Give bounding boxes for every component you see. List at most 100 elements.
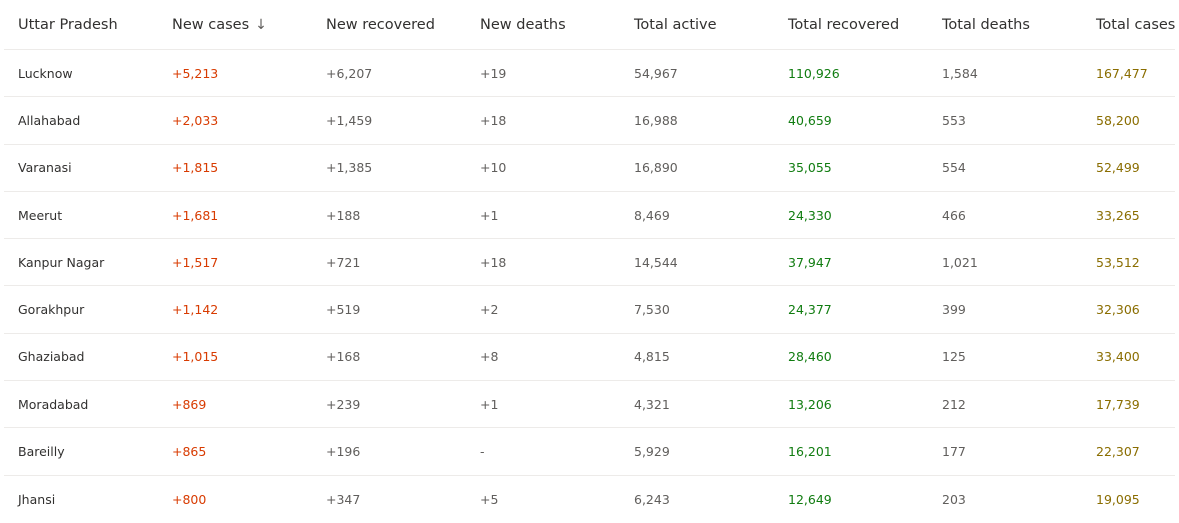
cell-district: Bareilly [18,444,65,460]
cell-total-recovered: 13,206 [788,396,832,412]
cell-new-recovered: +168 [326,349,361,365]
cell-total-recovered: 28,460 [788,349,832,365]
cell-total-recovered: 110,926 [788,65,840,81]
table-row[interactable]: Moradabad +869 +239 +1 4,321 13,206 212 17,739 [4,381,1175,429]
cell-new-deaths: +2 [480,302,499,318]
cell-new-recovered: +519 [326,302,361,318]
cell-new-cases: +865 [172,444,207,460]
table-row[interactable]: Bareilly +865 +196 - 5,929 16,201 177 22,307 [4,428,1175,476]
table-row[interactable]: Gorakhpur +1,142 +519 +2 7,530 24,377 399 32,30… [4,286,1175,334]
cell-new-recovered: +188 [326,207,361,223]
cell-new-deaths: +1 [480,207,499,223]
cell-total-cases: 167,477 [1096,65,1148,81]
cell-new-deaths: +10 [480,160,507,176]
table-row[interactable]: Allahabad +2,033 +1,459 +18 16,988 40,659 553 5… [4,97,1175,145]
cell-district: Kanpur Nagar [18,254,105,270]
cell-total-recovered: 40,659 [788,112,832,128]
cell-total-deaths: 554 [942,160,966,176]
cell-total-cases: 53,512 [1096,254,1140,270]
cell-new-recovered: +6,207 [326,65,373,81]
cell-new-cases: +869 [172,396,207,412]
cell-total-active: 14,544 [634,254,678,270]
cell-total-active: 16,988 [634,112,678,128]
table-row[interactable]: Jhansi +800 +347 +5 6,243 12,649 203 19,095 [4,476,1175,523]
cell-district: Ghaziabad [18,349,85,365]
cell-new-cases: +1,815 [172,160,219,176]
cell-new-recovered: +1,459 [326,112,373,128]
column-header-new-deaths[interactable]: New deaths [480,16,566,33]
cell-total-cases: 22,307 [1096,444,1140,460]
cell-total-recovered: 16,201 [788,444,832,460]
cell-total-active: 4,815 [634,349,670,365]
cell-total-active: 4,321 [634,396,670,412]
cell-total-cases: 17,739 [1096,396,1140,412]
cell-district: Moradabad [18,396,89,412]
cell-new-cases: +2,033 [172,112,219,128]
table-row[interactable]: Lucknow +5,213 +6,207 +19 54,967 110,926 1,584… [4,50,1175,98]
column-header-new-cases[interactable]: New cases ↓ [172,0,267,49]
cell-district: Varanasi [18,160,72,176]
cell-total-deaths: 553 [942,112,966,128]
table-row[interactable]: Varanasi +1,815 +1,385 +10 16,890 35,055 554 52… [4,145,1175,192]
table-body: Lucknow +5,213 +6,207 +19 54,967 110,926 1,584… [0,50,1179,523]
cell-new-recovered: +239 [326,396,361,412]
cell-district: Jhansi [18,491,56,507]
cell-total-active: 6,243 [634,491,670,507]
cell-total-cases: 32,306 [1096,302,1140,318]
column-header-label: New cases [172,16,250,33]
cell-district: Allahabad [18,112,81,128]
cell-new-cases: +1,015 [172,349,219,365]
cell-total-deaths: 203 [942,491,966,507]
cell-new-recovered: +1,385 [326,160,373,176]
table-row[interactable]: Ghaziabad +1,015 +168 +8 4,815 28,460 125 33,40… [4,334,1175,382]
column-header-total-active[interactable]: Total active [634,16,717,33]
cell-total-cases: 19,095 [1096,491,1140,507]
column-header-total-recovered[interactable]: Total recovered [788,16,900,33]
cell-total-recovered: 24,330 [788,207,832,223]
table-row[interactable]: Meerut +1,681 +188 +1 8,469 24,330 466 33,265 [4,192,1175,240]
cell-total-deaths: 1,021 [942,254,978,270]
cell-total-active: 7,530 [634,302,670,318]
cell-total-active: 16,890 [634,160,678,176]
cell-total-cases: 33,265 [1096,207,1140,223]
column-header-new-recovered[interactable]: New recovered [326,16,435,33]
cell-new-deaths: +19 [480,65,507,81]
column-header-total-deaths[interactable]: Total deaths [942,16,1030,33]
arrow-down-icon[interactable]: ↓ [255,16,267,33]
cell-district: Gorakhpur [18,302,85,318]
cell-total-deaths: 177 [942,444,966,460]
cell-new-deaths: +5 [480,491,499,507]
cell-new-deaths: +18 [480,254,507,270]
cell-new-deaths: +18 [480,112,507,128]
cell-new-cases: +1,142 [172,302,219,318]
cell-total-deaths: 212 [942,396,966,412]
table-row[interactable]: Kanpur Nagar +1,517 +721 +18 14,544 37,947 1,0… [4,239,1175,287]
cell-new-deaths: +1 [480,396,499,412]
column-header-total-cases[interactable]: Total cases [1096,16,1176,33]
column-header-region[interactable]: Uttar Pradesh [18,16,118,33]
cell-new-deaths: - [480,444,485,460]
cell-new-recovered: +196 [326,444,361,460]
cell-total-cases: 52,499 [1096,160,1140,176]
cell-total-active: 5,929 [634,444,670,460]
cell-district: Lucknow [18,65,73,81]
cell-total-deaths: 399 [942,302,966,318]
cell-new-cases: +1,517 [172,254,219,270]
cell-total-recovered: 37,947 [788,254,832,270]
cell-district: Meerut [18,207,63,223]
cell-total-active: 8,469 [634,207,670,223]
cell-total-deaths: 125 [942,349,966,365]
cell-new-recovered: +721 [326,254,361,270]
cell-new-cases: +800 [172,491,207,507]
cell-new-cases: +5,213 [172,65,219,81]
cell-total-recovered: 12,649 [788,491,832,507]
cell-total-recovered: 24,377 [788,302,832,318]
cell-total-recovered: 35,055 [788,160,832,176]
cell-total-active: 54,967 [634,65,678,81]
cell-total-cases: 58,200 [1096,112,1140,128]
table-header-row: Uttar Pradesh New cases ↓ New recovered … [4,0,1175,50]
cell-new-deaths: +8 [480,349,499,365]
cell-new-recovered: +347 [326,491,361,507]
cell-total-deaths: 1,584 [942,65,978,81]
